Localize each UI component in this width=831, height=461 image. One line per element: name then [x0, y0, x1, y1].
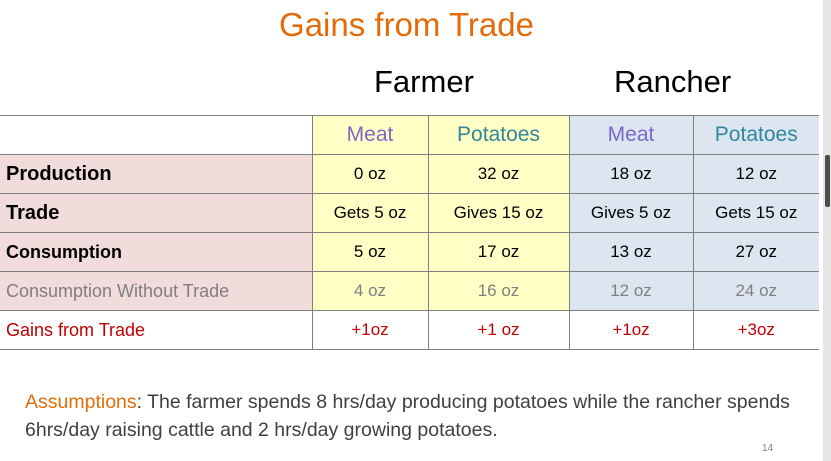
assumptions-lead: Assumptions: [25, 391, 137, 413]
row-label: Consumption Without Trade: [0, 271, 313, 311]
vertical-scrollbar[interactable]: [823, 0, 831, 461]
table-row-trade: Trade Gets 5 oz Gives 15 oz Gives 5 oz G…: [0, 193, 819, 233]
cell-farmer-potatoes: 16 oz: [427, 271, 570, 311]
table-row-gains-from-trade: Gains from Trade +1oz +1 oz +1oz +3oz: [0, 310, 819, 350]
row-label: Trade: [0, 193, 313, 233]
cell-rancher-meat: 18 oz: [568, 154, 694, 194]
farmer-heading: Farmer: [374, 64, 474, 99]
header-farmer-potatoes: Potatoes: [427, 115, 570, 155]
assumptions-note: Assumptions: The farmer spends 8 hrs/day…: [25, 388, 795, 444]
cell-farmer-meat: Gets 5 oz: [311, 193, 429, 233]
row-label: Gains from Trade: [0, 310, 313, 350]
table-row-consumption-without-trade: Consumption Without Trade 4 oz 16 oz 12 …: [0, 271, 819, 311]
scrollbar-thumb[interactable]: [825, 155, 830, 207]
cell-farmer-potatoes: Gives 15 oz: [427, 193, 570, 233]
cell-farmer-meat: +1oz: [311, 310, 429, 350]
cell-farmer-meat: 4 oz: [311, 271, 429, 311]
slide-title: Gains from Trade: [279, 6, 534, 43]
cell-rancher-meat: 12 oz: [568, 271, 694, 311]
row-label: Production: [0, 154, 313, 194]
cell-farmer-potatoes: +1 oz: [427, 310, 570, 350]
cell-rancher-potatoes: Gets 15 oz: [692, 193, 819, 233]
header-farmer-meat: Meat: [311, 115, 429, 155]
cell-rancher-meat: 13 oz: [568, 232, 694, 272]
cell-rancher-potatoes: 24 oz: [692, 271, 819, 311]
assumptions-text: : The farmer spends 8 hrs/day producing …: [25, 391, 790, 441]
header-rancher-meat: Meat: [568, 115, 694, 155]
table-row-production: Production 0 oz 32 oz 18 oz 12 oz: [0, 154, 819, 194]
cell-farmer-potatoes: 32 oz: [427, 154, 570, 194]
table-row-consumption: Consumption 5 oz 17 oz 13 oz 27 oz: [0, 232, 819, 272]
cell-rancher-potatoes: 27 oz: [692, 232, 819, 272]
cell-farmer-potatoes: 17 oz: [427, 232, 570, 272]
cell-rancher-meat: Gives 5 oz: [568, 193, 694, 233]
row-label: Consumption: [0, 232, 313, 272]
table-header-row: Meat Potatoes Meat Potatoes: [0, 115, 819, 155]
rancher-heading: Rancher: [614, 64, 732, 99]
cell-farmer-meat: 5 oz: [311, 232, 429, 272]
cell-rancher-meat: +1oz: [568, 310, 694, 350]
cell-rancher-potatoes: 12 oz: [692, 154, 819, 194]
header-corner-cell: [0, 115, 313, 155]
page-number: 14: [762, 443, 774, 454]
header-rancher-potatoes: Potatoes: [692, 115, 819, 155]
cell-rancher-potatoes: +3oz: [692, 310, 819, 350]
cell-farmer-meat: 0 oz: [311, 154, 429, 194]
gains-table: Meat Potatoes Meat Potatoes Production 0…: [0, 115, 819, 350]
